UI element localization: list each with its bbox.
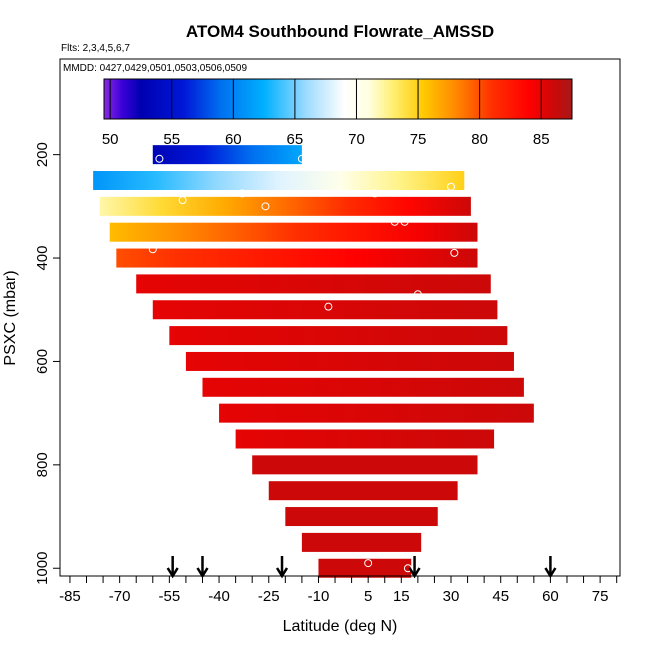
observation-circle (148, 245, 157, 254)
flight-arrow (166, 556, 179, 579)
dates-label: MMDD: 0427,0429,0501,0503,0506,0509 (63, 63, 247, 74)
observation-circle (238, 189, 247, 198)
colorbar-tick-label: 50 (102, 131, 119, 148)
data-band (109, 222, 478, 242)
x-tick-label: -40 (208, 588, 230, 605)
data-band (285, 507, 438, 527)
y-axis: 200 400 600 800 1000 (34, 142, 60, 585)
observation-circle (400, 217, 409, 226)
colorbar-tick-label: 55 (163, 131, 180, 148)
colorbar-tick-label: 60 (225, 131, 242, 148)
data-band (116, 248, 478, 268)
observation-circle (370, 189, 379, 198)
flights-label: Flts: 2,3,4,5,6,7 (61, 43, 130, 54)
observation-circle (447, 182, 456, 191)
x-tick-label: 45 (492, 588, 509, 605)
colorbar-tick-label: 65 (287, 131, 304, 148)
x-tick-label: -85 (59, 588, 81, 605)
x-tick-label: 30 (443, 588, 460, 605)
observation-circle (450, 248, 459, 257)
x-tick-label: 15 (393, 588, 410, 605)
data-band (252, 455, 478, 475)
x-tick-label: -25 (258, 588, 280, 605)
observation-markers (82, 154, 538, 573)
x-tick-label: 60 (542, 588, 559, 605)
colorbar-tick-label: 70 (348, 131, 365, 148)
x-tick-label: 75 (592, 588, 609, 605)
observation-circle (390, 217, 399, 226)
colorbar: 50 55 60 65 70 75 80 85 (102, 78, 573, 148)
y-tick-label: 400 (34, 246, 51, 271)
data-band (93, 170, 465, 190)
data-band (152, 300, 498, 320)
flight-arrow (544, 556, 557, 579)
data-band (152, 145, 302, 165)
flight-arrow (196, 556, 209, 579)
observation-circle (82, 175, 91, 184)
observation-circle (437, 160, 446, 169)
colorbar-gradient (103, 78, 573, 120)
y-tick-label: 600 (34, 349, 51, 374)
data-band (169, 326, 508, 346)
data-band (235, 429, 495, 449)
observation-circle (261, 202, 270, 211)
colorbar-tick-label: 80 (471, 131, 488, 148)
x-axis-label: Latitude (deg N) (283, 618, 398, 635)
chart-title: ATOM4 Southbound Flowrate_AMSSD (186, 22, 494, 41)
y-tick-label: 200 (34, 142, 51, 167)
observation-circle (297, 154, 306, 163)
data-band (99, 196, 471, 216)
data-bands (93, 145, 534, 578)
data-band (268, 481, 458, 501)
x-tick-label: -10 (308, 588, 330, 605)
x-tick-label: -55 (159, 588, 181, 605)
data-band (318, 558, 412, 578)
x-axis: -85 -70 -55 -40 -25 -10 5 15 30 45 60 75 (59, 576, 618, 605)
observation-circle (324, 302, 333, 311)
observation-circle (403, 564, 412, 573)
x-tick-label: -70 (109, 588, 131, 605)
colorbar-tick-label: 85 (533, 131, 550, 148)
y-tick-label: 1000 (34, 552, 51, 585)
y-axis-label: PSXC (mbar) (2, 270, 19, 365)
observation-circle (155, 154, 164, 163)
plot-frame (59, 58, 621, 577)
x-tick-label: 5 (364, 588, 372, 605)
data-band (202, 377, 524, 397)
y-tick-label: 800 (34, 452, 51, 477)
observation-circle (178, 196, 187, 205)
observation-circle (364, 559, 373, 568)
observation-circle (529, 391, 538, 400)
observation-circle (413, 290, 422, 299)
data-band (301, 532, 422, 552)
data-band (136, 274, 491, 294)
flight-arrow (275, 556, 289, 579)
colorbar-tick-label: 75 (410, 131, 427, 148)
data-band (219, 403, 534, 423)
data-band (185, 351, 514, 371)
